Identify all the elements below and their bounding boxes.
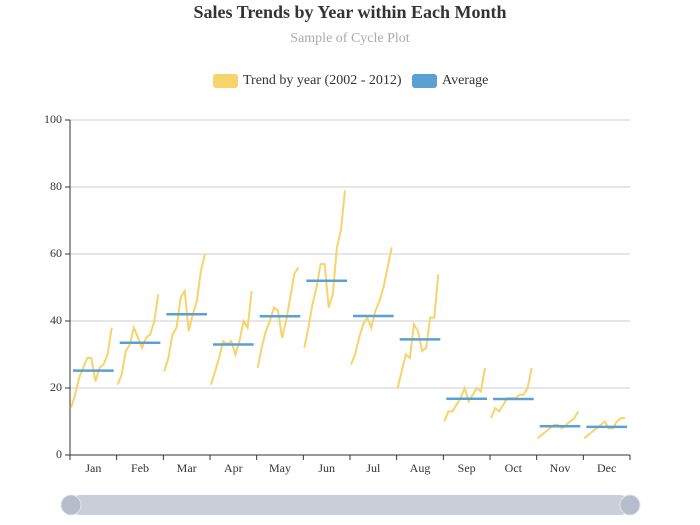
y-tick-label: 60 — [50, 246, 62, 260]
zoom-handle[interactable] — [619, 494, 641, 516]
x-tick-label: Jul — [366, 461, 381, 475]
chart-subtitle: Sample of Cycle Plot — [290, 31, 409, 46]
y-tick-label: 0 — [56, 447, 62, 461]
x-tick-label: Aug — [410, 461, 431, 475]
trend-line — [210, 290, 253, 385]
trend-line — [537, 410, 580, 440]
x-tick-label: Nov — [550, 461, 571, 475]
trend-line — [163, 253, 206, 372]
x-tick-label: Jun — [318, 461, 335, 475]
y-tick-label: 20 — [50, 380, 62, 394]
x-tick-label: Mar — [177, 461, 197, 475]
legend-label[interactable]: Trend by year (2002 - 2012) — [243, 73, 402, 88]
legend-swatch[interactable] — [412, 74, 437, 88]
trend-line — [443, 367, 486, 422]
x-tick-label: Apr — [224, 461, 243, 475]
x-tick-label: Jan — [85, 461, 101, 475]
trend-line — [350, 247, 393, 365]
trend-line — [490, 367, 533, 419]
y-tick-label: 40 — [50, 313, 62, 327]
zoom-track — [70, 495, 630, 515]
x-tick-label: Sep — [458, 461, 476, 475]
x-tick-label: Feb — [131, 461, 149, 475]
trend-line — [396, 274, 440, 389]
y-tick-label: 100 — [44, 112, 62, 126]
trend-line — [116, 294, 160, 385]
chart-title: Sales Trends by Year within Each Month — [193, 2, 506, 22]
trend-line — [583, 417, 625, 440]
x-tick-label: May — [269, 461, 291, 475]
legend-label[interactable]: Average — [442, 73, 488, 88]
legend-swatch[interactable] — [213, 74, 238, 88]
y-tick-label: 80 — [50, 179, 62, 193]
x-tick-label: Dec — [597, 461, 616, 475]
trend-line — [256, 266, 300, 369]
trend-line — [70, 327, 113, 409]
x-tick-label: Oct — [505, 461, 523, 475]
zoom-handle[interactable] — [60, 494, 82, 516]
trend-line — [303, 190, 346, 348]
data-zoom[interactable] — [60, 494, 641, 516]
